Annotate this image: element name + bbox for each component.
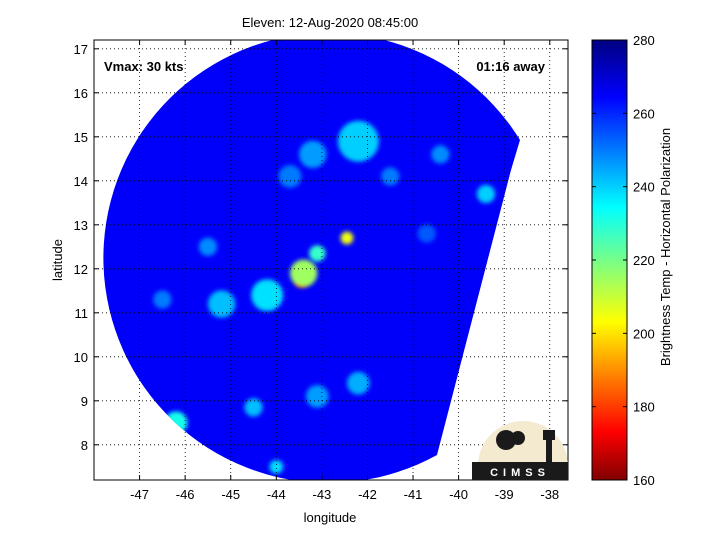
- y-tick-label: 16: [74, 86, 88, 101]
- x-tick-label: -46: [176, 487, 195, 502]
- feature-blob-10: [431, 145, 450, 164]
- x-tick-label: -38: [540, 487, 559, 502]
- feature-blob-14: [244, 398, 263, 417]
- feature-blob-12: [346, 371, 370, 395]
- colorbar-label: Brightness Temp - Horizontal Polarizatio…: [658, 128, 673, 366]
- x-tick-label: -40: [449, 487, 468, 502]
- x-tick-label: -45: [221, 487, 240, 502]
- feature-blob-9: [381, 167, 400, 186]
- x-tick-label: -43: [312, 487, 331, 502]
- feature-blob-19: [417, 224, 436, 243]
- feature-blob-13: [305, 385, 329, 408]
- logo-banner: [472, 462, 568, 480]
- feature-blob-16: [269, 459, 284, 474]
- logo-dish-icon: [496, 430, 516, 450]
- colorbar: 160 180 200 220 240 260 280 Brightness Temp - …: [591, 33, 673, 488]
- x-axis-label: longitude: [304, 510, 357, 525]
- colorbar-tick-label: 200: [633, 326, 655, 341]
- x-tick-label: -42: [358, 487, 377, 502]
- colorbar-tick-label: 180: [633, 400, 655, 415]
- logo-text: CIMSS: [490, 467, 550, 479]
- colorbar-gradient: [592, 40, 627, 480]
- logo-tower-legs: [546, 440, 552, 462]
- x-tick-label: -39: [495, 487, 514, 502]
- y-tick-label: 9: [81, 394, 88, 409]
- feature-blob-5: [207, 290, 236, 318]
- y-tick-label: 12: [74, 262, 88, 277]
- y-tick-label: 8: [81, 438, 88, 453]
- x-tick-label: -41: [404, 487, 423, 502]
- y-axis-label: latitude: [50, 239, 65, 281]
- colorbar-tick-label: 260: [633, 106, 655, 121]
- y-axis-ticks: 8 9 10 11 12 13 14 15 16 17: [74, 42, 568, 453]
- feature-blob-18: [153, 290, 172, 309]
- feature-blob-11: [476, 184, 496, 204]
- logo-dish-icon-2: [511, 431, 525, 445]
- colorbar-tick-label: 220: [633, 253, 655, 268]
- feature-blob-2: [340, 231, 354, 245]
- x-axis-ticks: -47 -46 -45 -44 -43 -42 -41 -40 -39 -38: [130, 40, 559, 502]
- x-tick-label: -47: [130, 487, 149, 502]
- convective-features: [153, 120, 496, 474]
- y-tick-label: 13: [74, 218, 88, 233]
- feature-blob-17: [198, 237, 218, 256]
- chart-title: Eleven: 12-Aug-2020 08:45:00: [242, 15, 418, 30]
- feature-blob-3: [309, 245, 326, 262]
- plot-area: -47 -46 -45 -44 -43 -42 -41 -40 -39 -38 8 9 10 11 12 1…: [74, 39, 569, 502]
- colorbar-tick-label: 160: [633, 473, 655, 488]
- feature-blob-4: [251, 279, 284, 312]
- y-tick-label: 10: [74, 350, 88, 365]
- logo-tower-icon: [543, 430, 555, 440]
- y-tick-label: 15: [74, 130, 88, 145]
- y-tick-label: 14: [74, 174, 88, 189]
- vmax-annotation: Vmax: 30 kts: [104, 59, 184, 74]
- colorbar-tick-label: 240: [633, 180, 655, 195]
- y-tick-label: 17: [74, 42, 88, 57]
- colorbar-ticks: 160 180 200 220 240 260 280: [592, 33, 655, 488]
- cimss-logo: CIMSS: [472, 421, 568, 480]
- feature-blob-8: [278, 165, 302, 188]
- plot-frame: [93, 39, 569, 481]
- feature-blob-1: [289, 259, 318, 287]
- feature-blob-7: [299, 140, 327, 169]
- colorbar-tick-label: 280: [633, 33, 655, 48]
- x-tick-label: -44: [267, 487, 286, 502]
- time-away-annotation: 01:16 away: [476, 59, 545, 74]
- y-tick-label: 11: [75, 306, 89, 321]
- grid-lines: [94, 40, 568, 480]
- feature-blob-6: [337, 120, 379, 162]
